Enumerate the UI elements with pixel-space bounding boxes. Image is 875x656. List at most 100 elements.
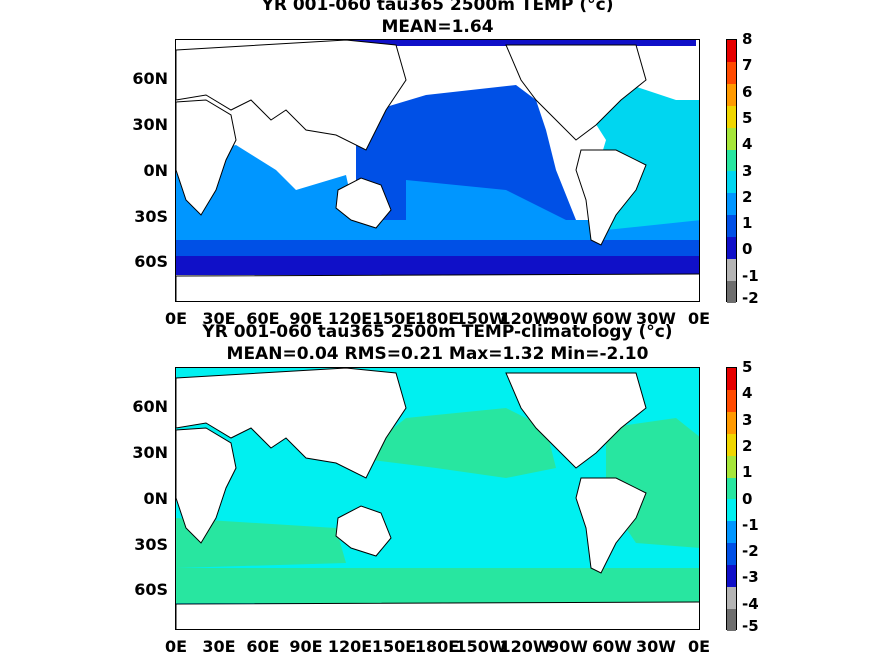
chart1-land-antarctica <box>176 273 699 301</box>
chart2-xtick: 90W <box>548 637 588 656</box>
colorbar-segment <box>727 259 736 281</box>
chart2-xtick: 120W <box>499 637 551 656</box>
colorbar-segment <box>727 83 736 106</box>
chart1-ytick-60n: 60N <box>132 69 168 88</box>
chart2-ocean-southern-band <box>176 568 699 603</box>
colorbar-segment <box>727 149 736 172</box>
colorbar-tick-label: -2 <box>742 289 759 307</box>
chart2-ytick-0n: 0N <box>143 489 168 508</box>
chart2-ocean-indian-band <box>176 518 346 568</box>
colorbar-tick-label: 1 <box>742 463 753 482</box>
colorbar-tick-label: 6 <box>742 82 753 101</box>
chart2-xtick: 150E <box>371 637 417 656</box>
colorbar-tick-label: 4 <box>742 384 753 403</box>
chart1-xtick: 150W <box>455 309 507 328</box>
chart1-xtick: 0E <box>164 309 188 328</box>
chart1-land-australia <box>335 177 392 229</box>
chart1-subtitle: MEAN=1.64 <box>381 17 494 37</box>
chart1-land-africa <box>176 99 237 216</box>
chart2-land-antarctica <box>176 601 699 629</box>
colorbar-segment <box>727 608 736 631</box>
chart1-xtick: 60W <box>592 309 632 328</box>
chart2-xtick: 60E <box>246 637 280 656</box>
colorbar-segment <box>727 587 736 609</box>
colorbar-tick-label: 5 <box>742 108 753 127</box>
chart1-ytick-30n: 30N <box>132 115 168 134</box>
colorbar-tick-label: -4 <box>742 594 759 613</box>
colorbar-tick-label: 2 <box>742 436 753 455</box>
colorbar-segment <box>727 368 736 390</box>
colorbar-tick-label: -2 <box>742 542 759 561</box>
colorbar-tick-label: 3 <box>742 161 753 180</box>
chart1-arctic-band <box>346 40 696 46</box>
chart2-title: YR 001-060 tau365 2500m TEMP-climatology… <box>202 322 673 342</box>
chart1-xtick: 30E <box>202 309 236 328</box>
colorbar-segment <box>727 411 736 434</box>
chart1-land-eurasia <box>176 40 407 151</box>
chart2-map-svg <box>176 368 699 629</box>
colorbar-segment <box>727 171 736 194</box>
chart2-ytick-60s: 60S <box>134 580 168 599</box>
colorbar-segment <box>727 389 736 412</box>
colorbar-segment <box>727 521 736 544</box>
chart2-xtick: 180E <box>414 637 460 656</box>
chart1-xtick: 90E <box>289 309 323 328</box>
chart2-land-africa <box>176 427 237 544</box>
colorbar-tick-label: 4 <box>742 135 753 154</box>
chart2-xtick: 30E <box>202 637 236 656</box>
chart2-land-south-america <box>575 477 647 574</box>
chart1-xtick: 90W <box>548 309 588 328</box>
colorbar-segment <box>727 215 736 238</box>
chart2-xtick: 120E <box>327 637 373 656</box>
chart2-xtick: 30W <box>636 637 676 656</box>
chart1-ocean-southern <box>176 238 699 256</box>
colorbar-tick-label: -5 <box>742 617 759 635</box>
chart2-xtick: 90E <box>289 637 323 656</box>
colorbar-segment <box>727 499 736 522</box>
chart1-land-north-america <box>505 44 647 141</box>
chart1-ytick-60s: 60S <box>134 252 168 271</box>
colorbar-tick-label: -1 <box>742 266 759 285</box>
chart2-xtick: 0E <box>687 637 711 656</box>
colorbar-segment <box>727 455 736 478</box>
colorbar-segment <box>727 193 736 216</box>
chart2-ytick-60n: 60N <box>132 397 168 416</box>
chart1-xtick: 120W <box>499 309 551 328</box>
chart2-xtick: 60W <box>592 637 632 656</box>
colorbar-tick-label: 2 <box>742 187 753 206</box>
chart1-colorbar <box>726 39 737 303</box>
colorbar-segment <box>727 237 736 260</box>
colorbar-tick-label: -3 <box>742 568 759 587</box>
chart1-ytick-30s: 30S <box>134 207 168 226</box>
chart2-land-north-america <box>505 372 647 469</box>
colorbar-tick-label: 3 <box>742 410 753 429</box>
chart1-xtick: 120E <box>327 309 373 328</box>
chart2-ytick-30n: 30N <box>132 443 168 462</box>
colorbar-tick-label: -1 <box>742 515 759 534</box>
colorbar-tick-label: 7 <box>742 56 753 75</box>
chart1-xtick: 0E <box>687 309 711 328</box>
colorbar-tick-label: 0 <box>742 240 753 259</box>
chart1-xtick: 150E <box>371 309 417 328</box>
chart1-map-svg <box>176 40 699 301</box>
colorbar-tick-label: 5 <box>742 358 753 376</box>
chart2-xtick: 0E <box>164 637 188 656</box>
chart1-ocean-southern-deep <box>176 255 699 275</box>
colorbar-segment <box>727 433 736 456</box>
chart1-title: YR 001-060 tau365 2500m TEMP (°c) <box>261 0 614 15</box>
chart1-ocean-south-band <box>176 220 699 240</box>
chart1-ytick-0n: 0N <box>143 161 168 180</box>
chart1-xtick: 180E <box>414 309 460 328</box>
colorbar-tick-label: 8 <box>742 30 753 48</box>
chart2-map <box>175 367 700 630</box>
colorbar-segment <box>727 477 736 500</box>
colorbar-segment <box>727 127 736 150</box>
chart2-xtick: 150W <box>455 637 507 656</box>
chart1-xtick: 60E <box>246 309 280 328</box>
chart1-map <box>175 39 700 302</box>
colorbar-segment <box>727 105 736 128</box>
chart2-land-australia <box>335 505 392 557</box>
chart2-subtitle: MEAN=0.04 RMS=0.21 Max=1.32 Min=-2.10 <box>226 344 649 364</box>
colorbar-segment <box>727 280 736 303</box>
chart2-colorbar <box>726 367 737 631</box>
